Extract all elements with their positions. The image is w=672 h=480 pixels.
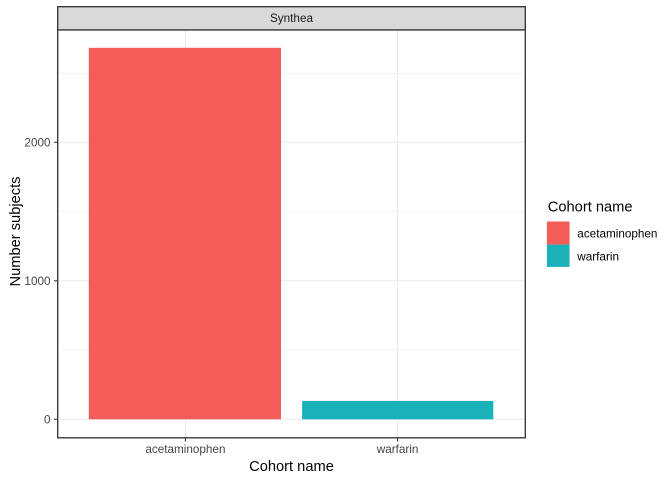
svg-text:Number subjects: Number subjects bbox=[8, 177, 24, 287]
svg-text:2000: 2000 bbox=[24, 137, 51, 150]
svg-text:Synthea: Synthea bbox=[270, 12, 313, 25]
svg-text:1000: 1000 bbox=[24, 275, 51, 288]
svg-text:warfarin: warfarin bbox=[376, 443, 419, 456]
svg-text:warfarin: warfarin bbox=[576, 251, 619, 264]
svg-text:0: 0 bbox=[44, 414, 51, 427]
svg-text:acetaminophen: acetaminophen bbox=[145, 443, 225, 456]
svg-text:Cohort name: Cohort name bbox=[548, 200, 633, 216]
svg-text:acetaminophen: acetaminophen bbox=[577, 228, 657, 241]
svg-text:Cohort name: Cohort name bbox=[249, 459, 334, 475]
